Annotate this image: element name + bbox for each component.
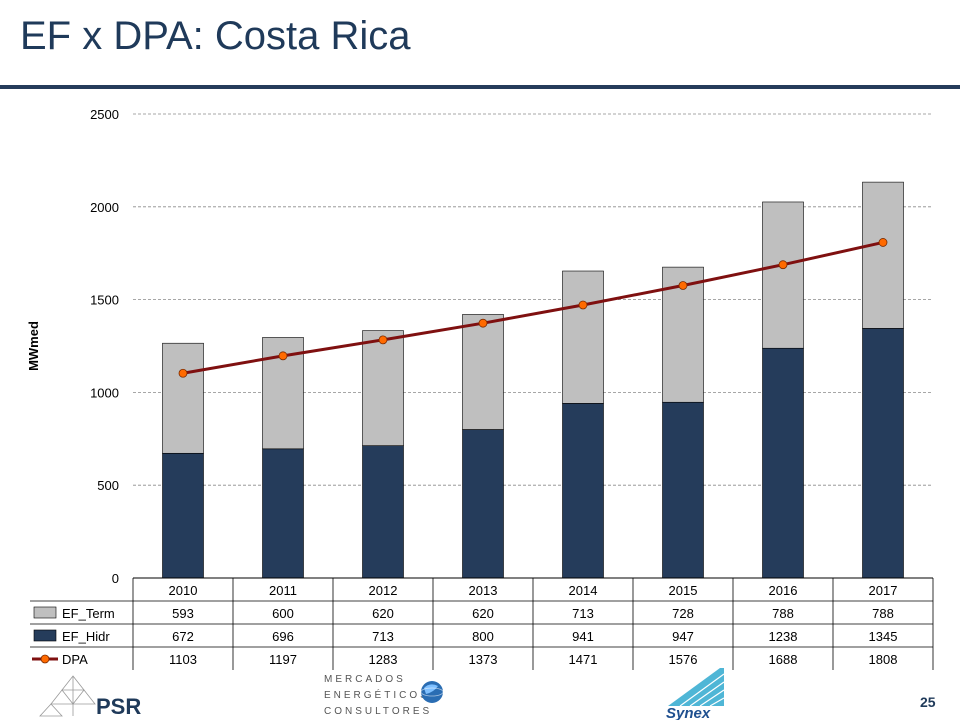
data-table-value: 696 bbox=[272, 629, 294, 644]
bar-ef-hidr bbox=[462, 429, 504, 579]
legend-swatch-marker bbox=[40, 654, 50, 664]
y-axis-label: MWmed bbox=[26, 321, 41, 371]
bar-ef-hidr bbox=[862, 328, 904, 579]
bar-ef-term bbox=[362, 330, 404, 446]
dpa-point bbox=[878, 238, 888, 247]
bar-ef-term bbox=[762, 201, 804, 349]
dpa-point bbox=[578, 300, 588, 310]
data-table-value: 1373 bbox=[469, 652, 498, 667]
bar-ef-hidr bbox=[562, 403, 604, 579]
bar-ef-term bbox=[562, 270, 604, 404]
dpa-point bbox=[178, 368, 188, 378]
data-table-value: 1576 bbox=[669, 652, 698, 667]
bar-ef-term bbox=[862, 181, 904, 329]
y-tick-label: 1000 bbox=[90, 385, 119, 400]
bar-ef-hidr bbox=[662, 401, 704, 579]
dpa-point bbox=[678, 281, 688, 290]
dpa-point bbox=[478, 318, 488, 328]
synex-logo-text: Synex bbox=[666, 705, 711, 720]
psr-logo-text: PSR bbox=[96, 694, 141, 719]
data-table-value: 728 bbox=[672, 606, 694, 621]
bar-ef-term bbox=[462, 314, 504, 430]
bar-ef-term bbox=[162, 342, 204, 454]
data-table-value: 941 bbox=[572, 629, 594, 644]
dpa-point bbox=[378, 335, 388, 345]
x-category-label: 2010 bbox=[169, 583, 198, 598]
legend-swatch bbox=[33, 629, 57, 642]
bar-ef-hidr bbox=[362, 445, 404, 579]
psr-logo: PSR bbox=[39, 675, 141, 719]
data-table-value: 800 bbox=[472, 629, 494, 644]
stacked-bar-chart: 0 500 1000 1500 2000 2500 MWmed 2010 2011 2012 201… bbox=[26, 107, 934, 670]
data-table-value: 788 bbox=[872, 606, 894, 621]
dpa-point bbox=[778, 260, 788, 270]
data-table-value: 1808 bbox=[869, 652, 898, 667]
synex-logo: Synex bbox=[666, 668, 725, 720]
x-category-label: 2017 bbox=[869, 583, 898, 598]
data-table-value: 1471 bbox=[569, 652, 598, 667]
x-category-label: 2011 bbox=[269, 583, 297, 598]
x-category-label: 2016 bbox=[769, 583, 798, 598]
y-tick-label: 2000 bbox=[90, 200, 119, 215]
title-divider bbox=[0, 85, 960, 89]
y-tick-label: 0 bbox=[112, 571, 119, 586]
mercados-word-3: CONSULTORES bbox=[324, 706, 432, 717]
bar-ef-hidr bbox=[762, 347, 804, 579]
data-table-value: 713 bbox=[572, 606, 594, 621]
bar-ef-hidr bbox=[262, 448, 304, 579]
psr-logo-mark-icon bbox=[39, 675, 96, 717]
y-tick-label: 500 bbox=[97, 478, 119, 493]
slide-title: EF x DPA: Costa Rica bbox=[20, 14, 411, 58]
data-table-value: 1688 bbox=[769, 652, 798, 667]
x-category-label: 2013 bbox=[469, 583, 498, 598]
data-table-value: 1103 bbox=[169, 652, 197, 667]
x-category-label: 2015 bbox=[669, 583, 698, 598]
data-table-value: 788 bbox=[772, 606, 794, 621]
y-tick-label: 1500 bbox=[90, 293, 119, 308]
data-table-value: 1345 bbox=[869, 629, 898, 644]
data-table-value: 713 bbox=[372, 629, 394, 644]
x-category-label: 2012 bbox=[369, 583, 398, 598]
y-tick-label: 2500 bbox=[90, 107, 119, 122]
mercados-energeticos-logo: MERCADOS ENERGÉTICOS CONSULTORES bbox=[324, 674, 444, 717]
data-table-value: 620 bbox=[372, 606, 394, 621]
mercados-word-2: ENERGÉTICOS bbox=[324, 688, 430, 701]
data-table-value: 1197 bbox=[269, 652, 297, 667]
legend-entry: EF_Term bbox=[62, 606, 115, 621]
dpa-point bbox=[278, 351, 288, 361]
data-table-value: 593 bbox=[172, 606, 194, 621]
x-category-label: 2014 bbox=[569, 583, 598, 598]
bar-ef-hidr bbox=[162, 452, 204, 579]
data-table-value: 672 bbox=[172, 629, 194, 644]
data-table-value: 1238 bbox=[769, 629, 798, 644]
data-table-value: 600 bbox=[272, 606, 294, 621]
legend-entry: EF_Hidr bbox=[62, 629, 110, 644]
mercados-word-1: MERCADOS bbox=[324, 674, 406, 685]
page-number: 25 bbox=[920, 694, 936, 710]
dpa-line bbox=[182, 240, 884, 375]
legend-entry: DPA bbox=[62, 652, 88, 667]
globe-icon bbox=[420, 681, 444, 703]
synex-mark-icon bbox=[668, 668, 725, 707]
data-table-value: 1283 bbox=[369, 652, 398, 667]
data-table-value: 620 bbox=[472, 606, 494, 621]
data-table-value: 947 bbox=[672, 629, 694, 644]
legend-swatch bbox=[33, 606, 57, 619]
